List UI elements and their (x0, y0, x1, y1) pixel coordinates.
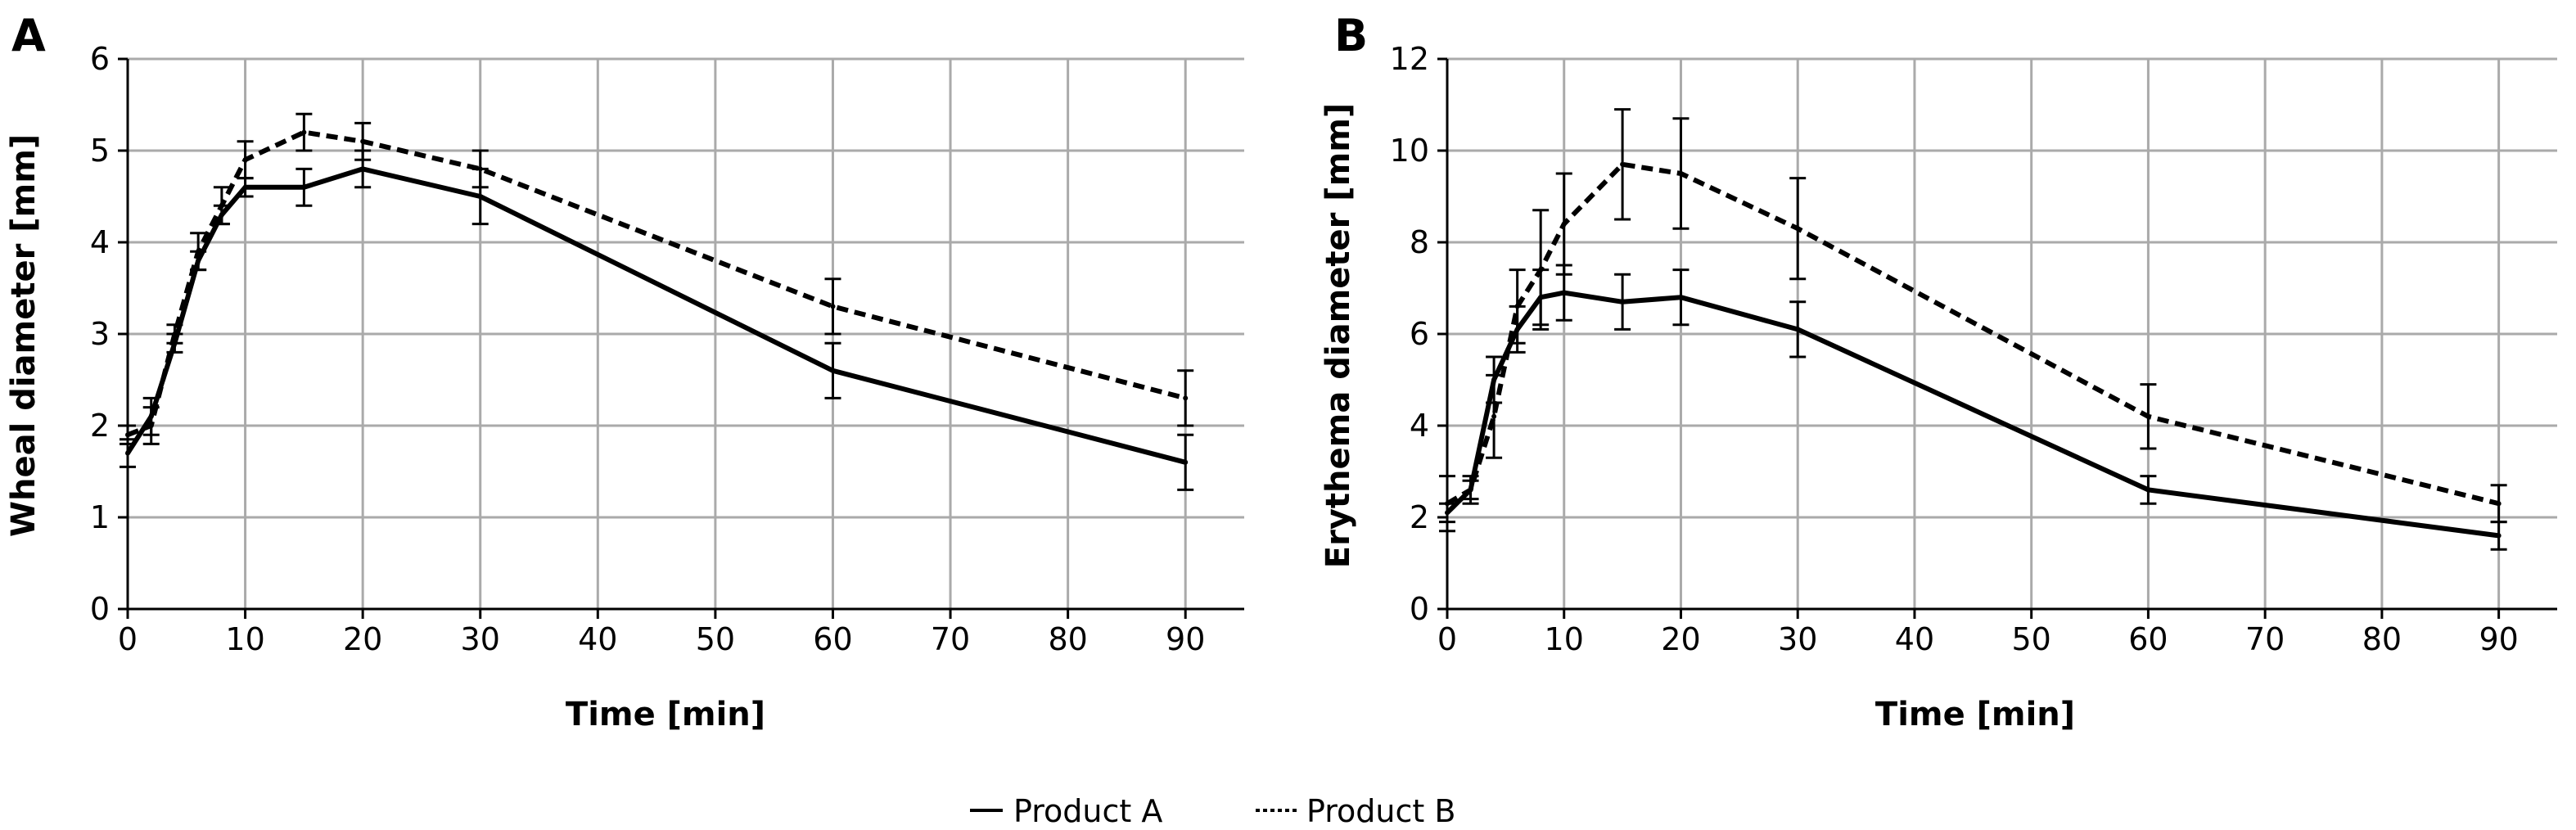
data-point-product-b (1468, 487, 1473, 493)
data-point-product-a (360, 166, 366, 172)
y-tick-label: 10 (1390, 133, 1429, 169)
y-tick-label: 2 (1410, 499, 1429, 535)
data-point-product-a (1620, 299, 1626, 304)
x-tick-label: 0 (1437, 621, 1457, 657)
data-point-product-a (301, 184, 307, 190)
data-point-product-a (2145, 487, 2151, 493)
y-tick-label: 2 (90, 408, 110, 444)
y-tick-label: 6 (1410, 316, 1429, 352)
y-tick-label: 4 (1410, 408, 1429, 444)
data-point-product-b (196, 249, 201, 255)
data-point-product-b (1445, 501, 1450, 507)
x-axis-label-a: Time [min] (566, 696, 765, 733)
y-axis-label-b: Erythema diameter [mm] (1320, 103, 1357, 568)
panel-label-a: A (11, 10, 46, 61)
data-point-product-b (172, 332, 178, 336)
data-point-product-b (1514, 304, 1520, 309)
x-tick-label: 40 (1895, 621, 1934, 657)
y-axis-label-a: Wheal diameter [mm] (5, 134, 43, 537)
data-point-product-b (360, 138, 366, 144)
data-point-product-a (1561, 290, 1567, 295)
data-point-product-b (125, 432, 130, 438)
y-tick-label: 4 (90, 224, 110, 260)
data-point-product-b (830, 304, 836, 309)
y-tick-label: 6 (90, 41, 110, 77)
panel-a: A Time [min] Wheal diameter [mm] 0 10 20 30… (5, 10, 1244, 733)
x-tick-label: 60 (813, 621, 852, 657)
data-point-product-b (1795, 226, 1801, 232)
x-tick-label: 20 (343, 621, 382, 657)
panel-label-b: B (1334, 10, 1368, 61)
data-point-product-a (125, 450, 130, 456)
y-tick-label: 0 (90, 591, 110, 627)
data-point-product-a (830, 368, 836, 373)
data-point-product-b (477, 166, 483, 172)
y-tick-label: 0 (1410, 591, 1429, 627)
data-point-product-b (242, 157, 248, 163)
y-tick-label: 3 (90, 316, 110, 352)
data-point-product-b (148, 423, 154, 428)
x-tick-label: 70 (2245, 621, 2285, 657)
data-point-product-b (1561, 221, 1567, 227)
x-tick-label: 40 (578, 621, 617, 657)
x-tick-label: 90 (1166, 621, 1205, 657)
data-point-product-b (2496, 501, 2502, 507)
data-point-product-a (1678, 295, 1684, 300)
x-tick-label: 10 (1545, 621, 1584, 657)
y-tick-label: 12 (1390, 41, 1429, 77)
x-tick-label: 80 (1048, 621, 1087, 657)
data-point-product-b (2145, 413, 2151, 419)
x-tick-label: 50 (696, 621, 735, 657)
legend: Product A Product B (970, 793, 1455, 829)
y-tick-label: 8 (1410, 224, 1429, 260)
data-point-product-b (1678, 171, 1684, 176)
series-line-product-a (1445, 290, 2500, 539)
data-point-product-b (1183, 395, 1189, 401)
panel-b: B Time [min] Erythema diameter [mm] 0 10 2… (1320, 10, 2557, 733)
y-tick-label: 5 (90, 133, 110, 169)
data-point-product-b (1538, 267, 1544, 273)
legend-label-product-b: Product B (1306, 793, 1455, 827)
data-point-product-b (301, 129, 307, 135)
x-tick-label: 50 (2012, 621, 2051, 657)
x-tick-label: 30 (1778, 621, 1817, 657)
x-axis-label-b: Time [min] (1875, 696, 2075, 733)
legend-label-product-a: Product A (1013, 793, 1162, 827)
data-point-product-b (1620, 161, 1626, 167)
y-tick-label: 1 (90, 499, 110, 535)
series-line-product-a (125, 166, 1186, 465)
x-tick-label: 0 (118, 621, 138, 657)
x-tick-label: 20 (1661, 621, 1700, 657)
x-tick-label: 80 (2362, 621, 2402, 657)
data-point-product-a (2496, 533, 2502, 539)
x-tick-label: 30 (461, 621, 500, 657)
data-point-product-b (219, 203, 224, 209)
data-point-product-b (1491, 413, 1497, 419)
x-tick-label: 60 (2128, 621, 2168, 657)
data-point-product-a (1183, 459, 1189, 465)
data-point-product-a (1795, 327, 1801, 332)
data-point-product-a (242, 184, 248, 190)
x-tick-label: 10 (225, 621, 264, 657)
x-tick-label: 70 (931, 621, 970, 657)
x-tick-label: 90 (2479, 621, 2518, 657)
data-point-product-a (477, 194, 483, 199)
